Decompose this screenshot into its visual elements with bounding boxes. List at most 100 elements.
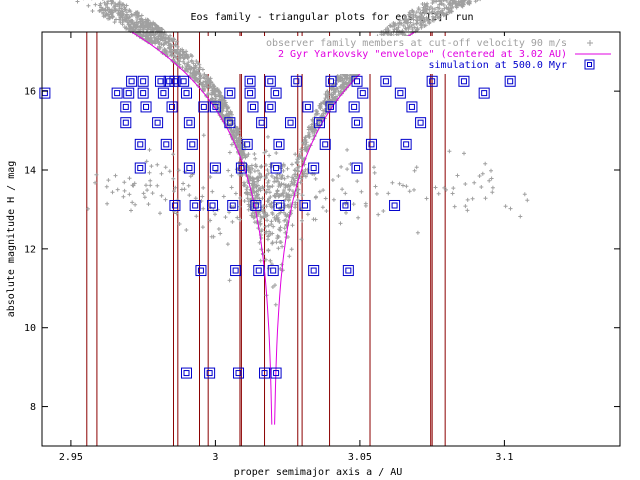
- simulation-box-inner: [368, 141, 375, 148]
- simulation-box: [181, 367, 192, 379]
- simulation-box: [169, 75, 181, 87]
- simulation-box-inner: [382, 78, 389, 85]
- simulation-box-inner: [209, 202, 216, 209]
- simulation-box-inner: [258, 119, 265, 126]
- legend-label-envelope: 2 Gyr Yarkovsky "envelope" (centered at …: [278, 49, 567, 60]
- simulation-box-inner: [206, 370, 213, 377]
- simulation-box: [308, 265, 320, 277]
- simulation-box: [198, 101, 210, 113]
- simulation-box-inner: [137, 141, 144, 148]
- legend-label-simulation: simulation at 500.0 Myr: [429, 60, 567, 71]
- simulation-box-inner: [212, 165, 219, 172]
- simulation-box: [120, 117, 132, 129]
- simulation-box: [178, 75, 190, 87]
- simulation-box-inner: [403, 141, 410, 148]
- simulation-box-inner: [359, 90, 366, 97]
- simulation-box-inner: [249, 103, 256, 110]
- simulation-box-inner: [232, 267, 239, 274]
- x-tick-label: 3: [212, 452, 218, 463]
- simulation-box-inner: [397, 90, 404, 97]
- simulation-box: [250, 199, 262, 211]
- simulation-box: [270, 87, 282, 99]
- simulation-box-inner: [301, 202, 308, 209]
- simulation-box-inner: [189, 141, 196, 148]
- simulation-box: [273, 199, 285, 211]
- simulation-box: [270, 162, 282, 174]
- simulation-box: [224, 117, 236, 129]
- simulation-box: [134, 162, 146, 174]
- simulation-box-inner: [160, 90, 167, 97]
- simulation-box: [299, 199, 311, 211]
- simulation-box: [290, 75, 302, 87]
- simulation-box: [224, 87, 236, 99]
- simulation-box: [195, 265, 207, 277]
- simulation-box: [163, 75, 175, 87]
- simulation-box-inner: [229, 202, 236, 209]
- simulation-box: [458, 75, 470, 87]
- simulation-box: [209, 101, 221, 113]
- simulation-box: [204, 367, 216, 379]
- simulation-box-inner: [273, 165, 280, 172]
- simulation-box-inner: [166, 78, 173, 85]
- simulation-box: [120, 101, 132, 113]
- simulation-box-inner: [310, 267, 317, 274]
- simulation-box-inner: [275, 141, 282, 148]
- legend-marker-simulation: [584, 59, 595, 70]
- simulation-box-inner: [267, 103, 274, 110]
- simulation-box-inner: [304, 103, 311, 110]
- simulation-box-inner: [183, 370, 190, 377]
- simulation-box-inner: [287, 119, 294, 126]
- simulation-box-inner: [235, 370, 242, 377]
- simulation-box-inner: [137, 165, 144, 172]
- simulation-box-inner: [212, 103, 219, 110]
- simulation-box: [160, 138, 172, 150]
- simulation-box: [319, 138, 331, 150]
- simulation-box-inner: [270, 267, 277, 274]
- simulation-box-inner: [342, 202, 349, 209]
- simulation-box: [365, 138, 377, 150]
- simulation-box-inner: [345, 267, 352, 274]
- legend-marker-simulation-inner: [587, 62, 592, 67]
- simulation-box-inner: [143, 103, 150, 110]
- plot-frame: [41, 31, 621, 447]
- simulation-box-inner: [417, 119, 424, 126]
- simulation-box-inner: [183, 90, 190, 97]
- simulation-box-inner: [125, 90, 132, 97]
- simulation-boxes: [39, 75, 516, 379]
- simulation-box: [267, 265, 279, 277]
- simulation-box: [256, 117, 268, 129]
- simulation-box: [166, 101, 178, 113]
- simulation-box-inner: [186, 165, 193, 172]
- simulation-box: [154, 75, 166, 87]
- simulation-box: [342, 265, 354, 277]
- axis-ticks: 2.95 3 3.05 3.1 8 10 12 14 16: [24, 32, 620, 463]
- simulation-box: [126, 75, 138, 87]
- simulation-box-inner: [122, 103, 129, 110]
- y-tick-label: 16: [24, 87, 36, 98]
- simulation-box: [140, 101, 152, 113]
- simulation-box: [209, 162, 221, 174]
- simulation-box-inner: [481, 90, 488, 97]
- simulation-box: [244, 75, 256, 87]
- legend-background: [205, 36, 570, 74]
- x-axis-label: proper semimajor axis a / AU: [234, 467, 403, 478]
- legend: observer family members at cut-off veloc…: [205, 36, 611, 74]
- simulation-box: [380, 75, 392, 87]
- simulation-box: [241, 138, 253, 150]
- simulation-box-inner: [226, 119, 233, 126]
- simulation-box: [183, 117, 195, 129]
- simulation-box: [348, 101, 360, 113]
- simulation-box-inner: [310, 165, 317, 172]
- simulation-box-inner: [171, 78, 178, 85]
- y-axis-label: absolute magnitude H / mag: [6, 161, 17, 318]
- legend-plus-marker: [587, 40, 593, 46]
- simulation-box: [137, 87, 149, 99]
- simulation-box: [264, 101, 276, 113]
- simulation-box: [137, 75, 149, 87]
- simulation-box-inner: [273, 90, 280, 97]
- simulation-box-inner: [157, 78, 164, 85]
- legend-marker-observed: [587, 40, 593, 46]
- simulation-box-inner: [261, 370, 268, 377]
- simulation-box-inner: [140, 90, 147, 97]
